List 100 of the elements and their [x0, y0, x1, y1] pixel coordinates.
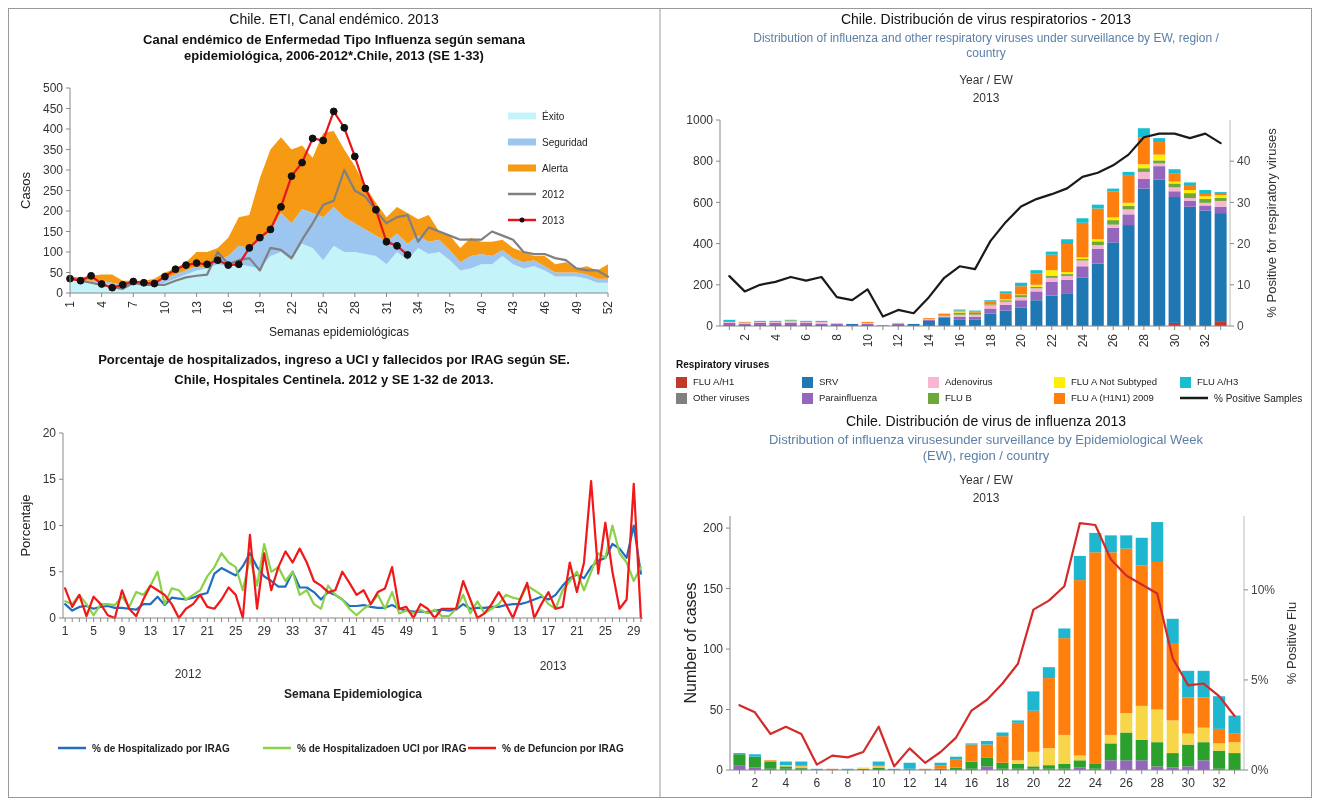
legend-label: Other viruses — [693, 392, 750, 404]
y-tick-label: 200 — [42, 204, 64, 219]
x-tick-label: 20 — [1014, 333, 1029, 348]
y-tick-label: 350 — [42, 142, 64, 157]
x-tick-label: 46 — [537, 300, 552, 315]
legend-label: % de Hospitalizadoen UCI por IRAG — [297, 742, 467, 754]
y-tick-label: 150 — [702, 581, 724, 596]
y-tick-label: 0 — [56, 286, 64, 301]
y-tick-label: 5 — [49, 564, 57, 579]
legend-label: % Positive Samples — [1214, 392, 1303, 404]
x-tick-label: 31 — [379, 300, 394, 315]
x-tick-label: 12 — [902, 776, 917, 790]
x-tick-label: 24 — [1075, 333, 1090, 348]
x-tick-label: 25 — [229, 624, 243, 638]
x-tick-label: 29 — [257, 624, 272, 638]
x-tick-label: 19 — [253, 300, 268, 315]
legend-label: Adenovirus — [945, 376, 993, 388]
y-tick-label: 50 — [709, 702, 724, 717]
x-tick-label: 6 — [799, 333, 814, 341]
y2-tick-label: 10 — [1237, 278, 1251, 292]
x-tick-label: 22 — [1044, 333, 1059, 348]
x-tick-label: 8 — [830, 333, 845, 341]
legend-label: Seguridad — [542, 136, 588, 148]
y2-axis-title: % Positive Flu — [1284, 601, 1299, 685]
x-tick-label: 12 — [891, 333, 906, 348]
x-tick-label: 22 — [284, 300, 299, 315]
x-tick-label: 28 — [1150, 776, 1165, 790]
y2-tick-label: 0% — [1251, 763, 1269, 778]
y-tick-label: 600 — [692, 195, 714, 210]
x-tick-label: 28 — [348, 300, 363, 315]
x-tick-label: 4 — [94, 300, 109, 308]
legend-label: Parainfluenza — [819, 392, 878, 404]
x-tick-label: 32 — [1198, 333, 1213, 348]
y-tick-label: 250 — [42, 183, 64, 198]
x-tick-label: 10 — [158, 300, 173, 315]
y-tick-label: 300 — [42, 163, 64, 178]
x-tick-label: 17 — [541, 624, 556, 638]
x-tick-label: 2 — [737, 333, 752, 341]
text: Year / EW — [959, 73, 1014, 87]
y-tick-label: 50 — [49, 265, 64, 280]
x-tick-label: 40 — [474, 300, 489, 315]
y-tick-label: 0 — [49, 611, 57, 626]
x-tick-label: 5 — [90, 624, 98, 638]
x-tick-label: 34 — [411, 300, 426, 315]
x-tick-label: 30 — [1181, 776, 1196, 790]
y-axis-title: Number of cases — [682, 582, 699, 704]
chart-subtitle: Distribution of influenza virusesunder surveillance by Epidemiological Week (EW), region / country — [768, 432, 1204, 463]
x-tick-label: 13 — [143, 624, 158, 638]
x-tick-label: 52 — [601, 300, 616, 315]
x-tick-label: 1 — [63, 300, 78, 308]
x-axis-title: Semanas epidemiológicas — [268, 325, 410, 339]
y2-axis-title: % Positive for respiratory viruses — [1264, 127, 1279, 318]
legend-label: Alerta — [542, 162, 569, 174]
x-tick-label: 30 — [1167, 333, 1182, 348]
x-tick-label: 10 — [860, 333, 875, 348]
y2-tick-label: 40 — [1237, 154, 1251, 169]
x-tick-label: 14 — [922, 333, 937, 348]
x-tick-label: 37 — [442, 300, 457, 315]
x-tick-label: 6 — [813, 776, 821, 790]
y-tick-label: 400 — [42, 122, 64, 137]
y-tick-label: 150 — [42, 224, 64, 239]
x-tick-label: 41 — [342, 624, 357, 638]
y-tick-label: 100 — [702, 642, 724, 657]
chart-title: Chile. ETI, Canal endémico. 2013 — [229, 11, 439, 27]
chart-title: Porcentaje de hospitalizados, ingreso a UCI y fallecidos por IRAG según SE. Chile, Hospitales Centinela. 2012 y SE 1-32 de 2013. — [98, 352, 570, 387]
x-tick-label: 8 — [844, 776, 852, 790]
x-tick-label: 18 — [983, 333, 998, 348]
y-tick-label: 800 — [692, 154, 714, 169]
text: 2013 — [539, 659, 567, 673]
x-tick-label: 5 — [459, 624, 467, 638]
legend-label: % de Defuncion por IRAG — [502, 742, 624, 754]
legend-label: FLU A Not Subtyped — [1071, 376, 1158, 388]
x-tick-label: 18 — [995, 776, 1010, 790]
x-tick-label: 16 — [964, 776, 979, 790]
x-tick-label: 37 — [314, 624, 329, 638]
x-tick-label: 10 — [872, 776, 886, 790]
x-tick-label: 49 — [399, 624, 414, 638]
y-axis-title: Porcentaje — [18, 494, 33, 557]
y2-tick-label: 5% — [1251, 673, 1269, 688]
x-tick-label: 49 — [569, 300, 584, 315]
x-tick-label: 9 — [488, 624, 496, 638]
legend-label: FLU A/H3 — [1197, 376, 1239, 388]
text: 2013 — [972, 491, 1000, 505]
x-tick-label: 24 — [1088, 776, 1103, 790]
y-tick-label: 20 — [42, 426, 57, 441]
x-tick-label: 43 — [506, 300, 521, 315]
x-tick-label: 26 — [1119, 776, 1134, 790]
x-tick-label: 28 — [1137, 333, 1152, 348]
y-tick-label: 10 — [42, 518, 57, 533]
legend-label: % de Hospitalizado por IRAG — [92, 742, 231, 754]
x-tick-label: 26 — [1106, 333, 1121, 348]
y-tick-label: 450 — [42, 101, 64, 116]
legend-label: Éxito — [542, 109, 565, 122]
legend-label: 2013 — [542, 214, 565, 226]
legend-label: FLU A/H1 — [693, 376, 735, 388]
legend-label: SRV — [819, 376, 840, 388]
x-tick-label: 20 — [1026, 776, 1041, 790]
x-tick-label: 32 — [1212, 776, 1227, 790]
x-tick-label: 45 — [371, 624, 385, 638]
y-tick-label: 500 — [42, 81, 64, 96]
